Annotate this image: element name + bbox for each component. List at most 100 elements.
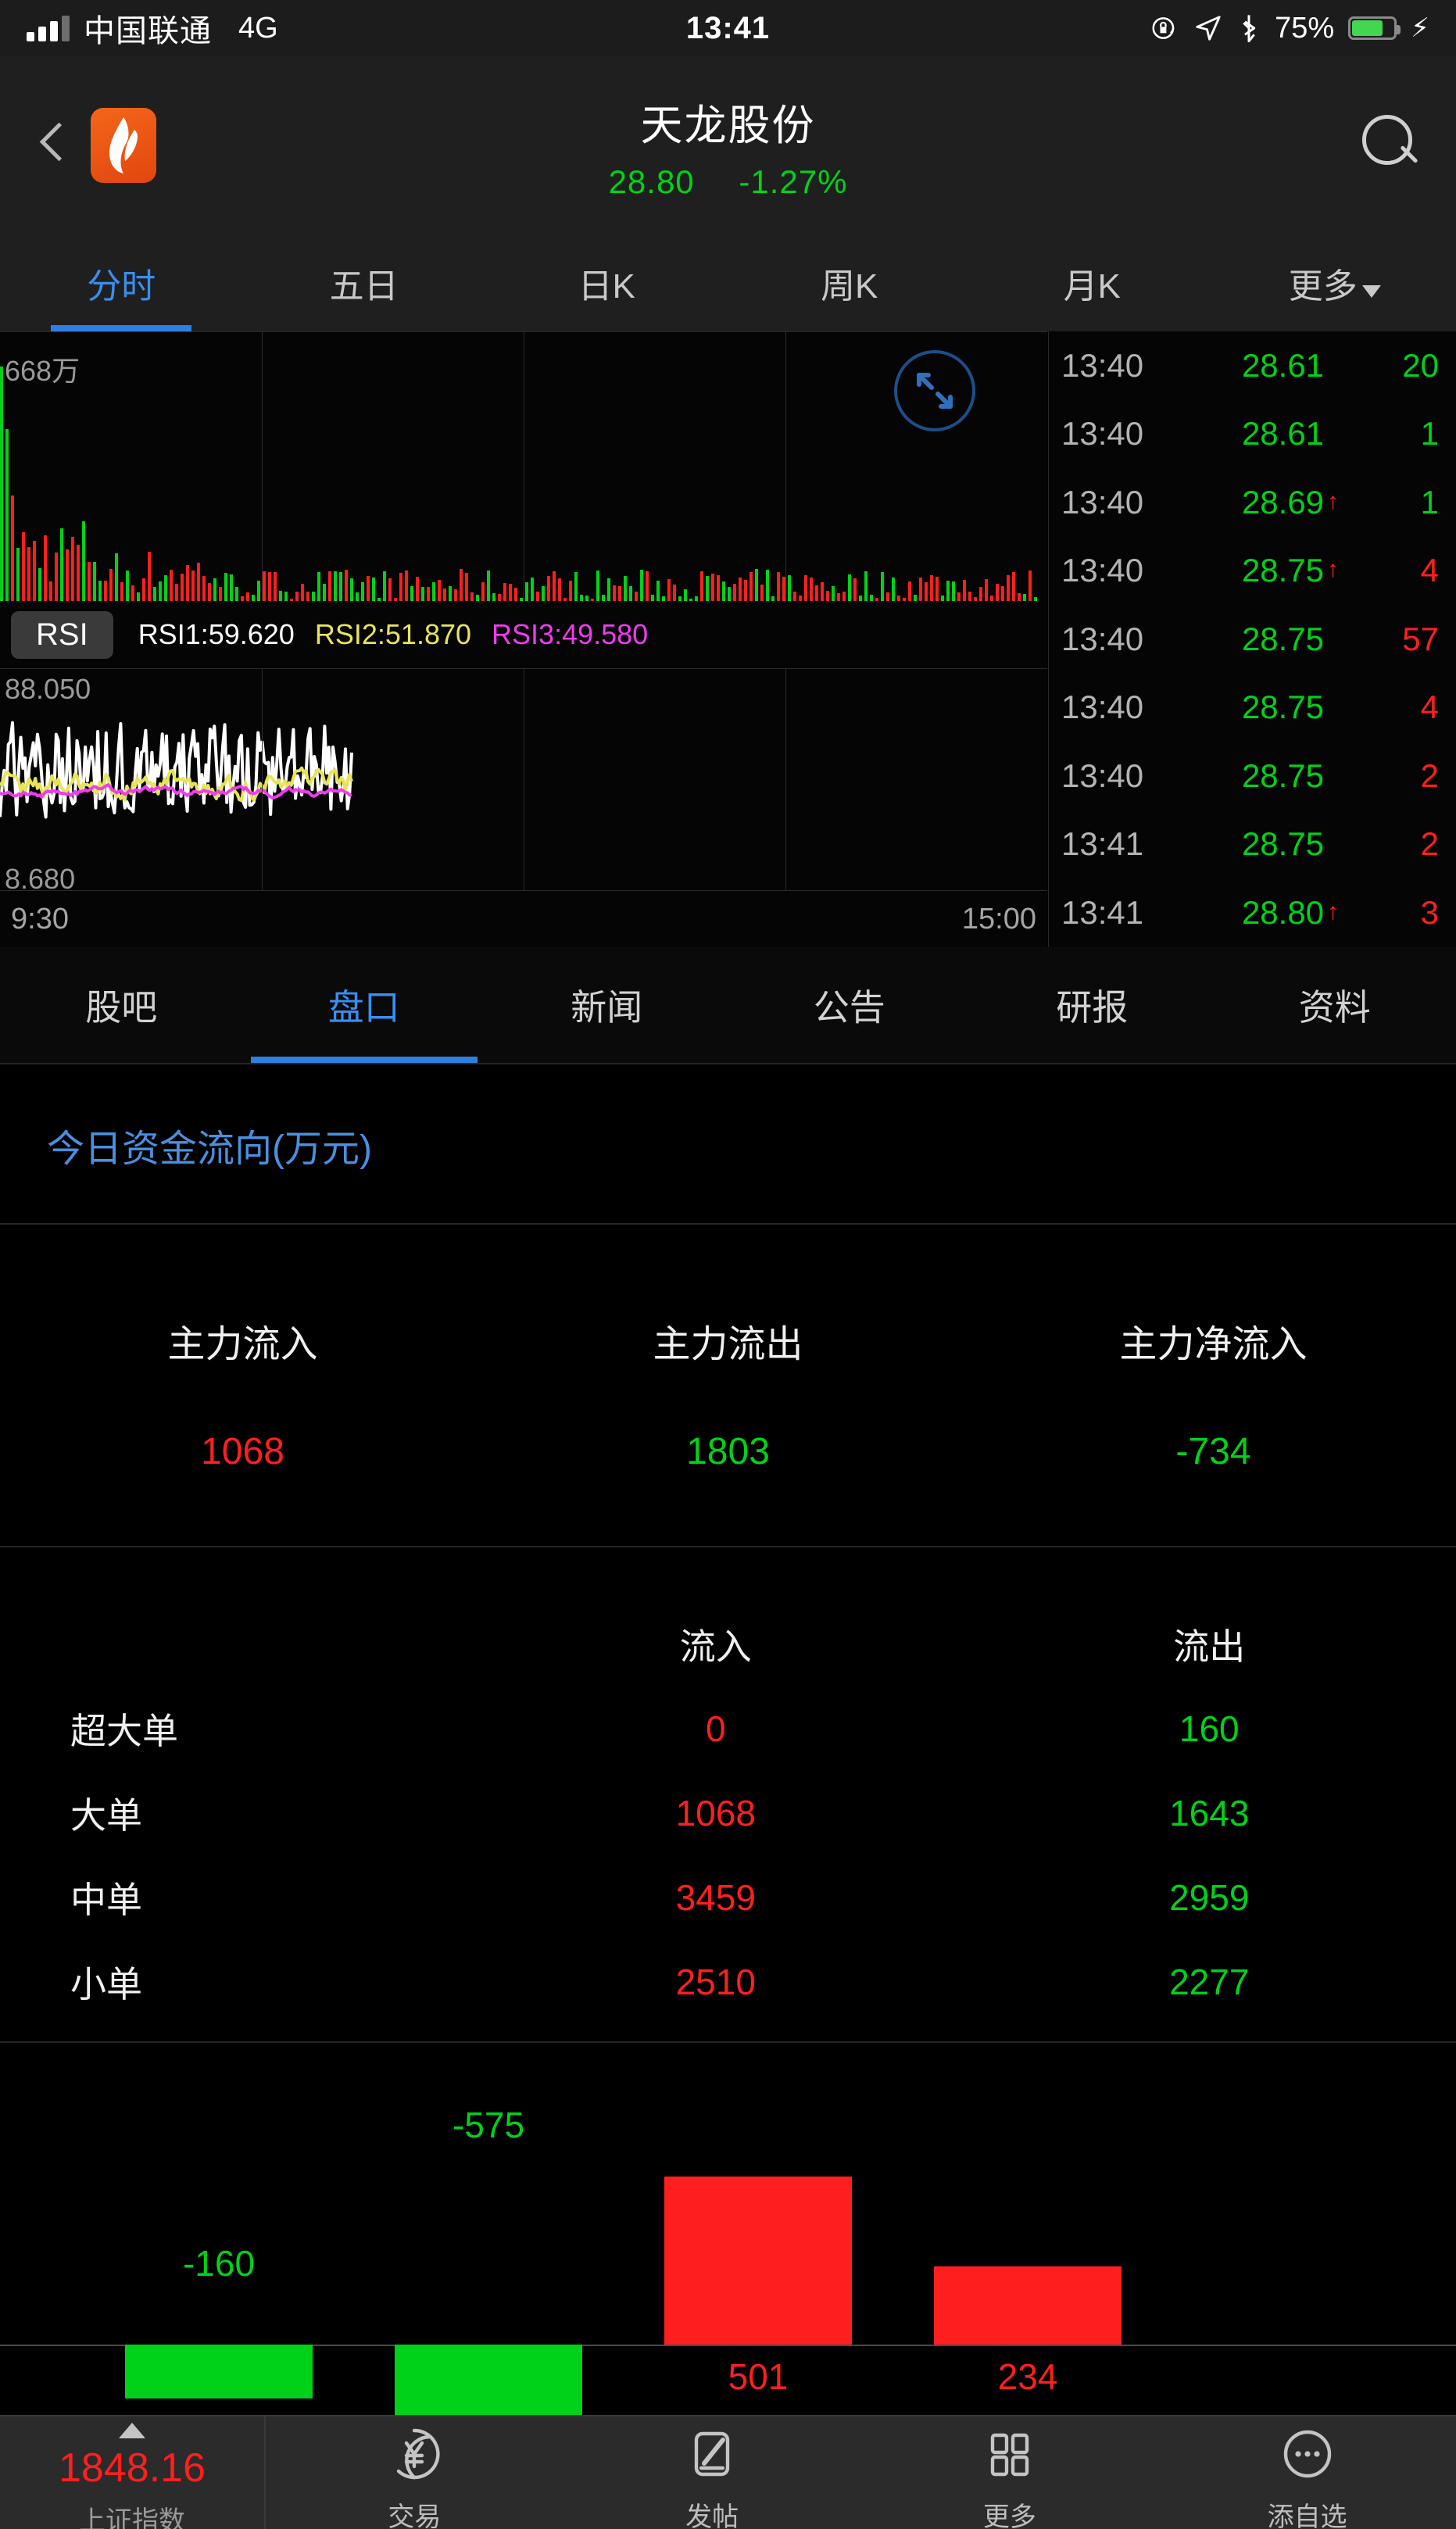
- signal-bars-icon: [27, 15, 70, 41]
- tab-5day[interactable]: 五日: [243, 234, 486, 331]
- tick-time: 13:40: [1061, 483, 1144, 520]
- zero-axis-line: [0, 2345, 1456, 2346]
- tick-volume: 4: [1420, 552, 1439, 589]
- tick-row: 13:41 28.80 ↑ 3: [1049, 878, 1456, 947]
- chart-area[interactable]: 668万 RSI RSI1:59.620 RSI2:51.870 RSI3:49…: [0, 331, 1047, 947]
- tick-row: 13:40 28.75 4: [1049, 674, 1456, 742]
- time-axis: 9:30 15:00: [0, 891, 1047, 947]
- tab-weekk[interactable]: 周K: [728, 234, 971, 331]
- toolbar-label: 发帖: [685, 2502, 739, 2529]
- bluetooth-icon: [1243, 15, 1256, 43]
- tick-price: 28.61: [1241, 346, 1325, 384]
- tick-time: 13:40: [1061, 689, 1144, 726]
- tab-research[interactable]: 研报: [971, 947, 1214, 1063]
- tab-news[interactable]: 新闻: [485, 947, 728, 1063]
- rotation-lock-icon: [1152, 17, 1175, 39]
- tick-price: 28.75: [1241, 757, 1325, 794]
- tick-row: 13:40 28.61 1: [1049, 400, 1456, 469]
- tick-volume: 4: [1420, 689, 1439, 726]
- toolbar-item-post[interactable]: 发帖: [563, 2416, 861, 2529]
- bottom-toolbar: 1848.16 上证指数 交易 发帖: [0, 2415, 1456, 2529]
- row-inflow: 3459: [675, 1877, 756, 1918]
- search-icon[interactable]: [1358, 112, 1425, 179]
- tab-label: 新闻: [571, 987, 643, 1028]
- tick-row: 13:40 28.61 20: [1049, 331, 1456, 400]
- table-row: 超大单 0 160: [0, 1687, 1456, 1771]
- tab-label: 公告: [813, 987, 885, 1028]
- bar-value-label: -575: [452, 2104, 525, 2145]
- toolbar-label: 添自选: [1267, 2502, 1347, 2529]
- trade-tick-list[interactable]: 13:40 28.61 20 13:40 28.61 1 13:40 28.69 ↑ 1 13:40…: [1048, 331, 1456, 947]
- tick-volume: 2: [1420, 757, 1439, 794]
- tab-monthk[interactable]: 月K: [971, 234, 1214, 331]
- volume-panel: 668万: [0, 331, 1047, 601]
- row-inflow: 2510: [675, 1962, 756, 2002]
- index-indicator[interactable]: 1848.16 上证指数: [0, 2416, 266, 2529]
- fund-flow-title: 今日资金流向(万元): [47, 1129, 372, 1170]
- row-label: 中单: [70, 1880, 142, 1920]
- tab-label: 更多: [1288, 267, 1358, 306]
- row-outflow: 160: [1179, 1708, 1240, 1749]
- rsi3-value: RSI3:49.580: [492, 618, 649, 650]
- rsi-badge[interactable]: RSI: [11, 610, 113, 659]
- tab-guba[interactable]: 股吧: [0, 947, 243, 1063]
- expand-icon[interactable]: [894, 350, 975, 431]
- toolbar-item-trade[interactable]: 交易: [266, 2416, 563, 2529]
- tick-price: 28.61: [1241, 415, 1325, 453]
- tick-volume: 57: [1402, 620, 1439, 657]
- tick-volume: 1: [1420, 415, 1439, 453]
- yen-circle-icon: [386, 2426, 442, 2486]
- bar: [125, 2345, 313, 2398]
- tick-row: 13:41 28.75 2: [1049, 810, 1456, 879]
- tab-more[interactable]: 更多: [1214, 234, 1456, 331]
- tab-label: 盘口: [327, 987, 400, 1028]
- app-logo-icon[interactable]: [91, 108, 156, 183]
- tick-price: 28.75: [1241, 689, 1325, 726]
- battery-percent-label: 75%: [1275, 11, 1335, 45]
- index-value: 1848.16: [59, 2445, 206, 2491]
- tab-fenshi[interactable]: 分时: [0, 234, 243, 331]
- status-bar: 中国联通 4G 13:41 75% ⚡: [0, 0, 1456, 56]
- bar-value-label: -160: [182, 2243, 256, 2284]
- bar: [934, 2266, 1122, 2345]
- tab-label: 五日: [329, 267, 399, 306]
- tab-label: 研报: [1056, 987, 1129, 1028]
- fund-flow-col-inflow: 主力流入 1068: [0, 1313, 485, 1540]
- tab-pankou[interactable]: 盘口: [243, 947, 486, 1063]
- tab-announcement[interactable]: 公告: [728, 947, 971, 1063]
- tick-time: 13:40: [1061, 415, 1144, 453]
- change-percent: -1.27%: [739, 163, 848, 200]
- tab-label: 股吧: [85, 987, 158, 1028]
- current-price: 28.80: [608, 163, 695, 200]
- row-outflow: 2277: [1169, 1962, 1250, 2002]
- col-label: 主力流出: [653, 1324, 803, 1365]
- toolbar-item-more[interactable]: 添自选: [1158, 2416, 1456, 2529]
- tick-time: 13:40: [1061, 346, 1144, 384]
- rsi-lines: [0, 721, 353, 819]
- volume-max-label: 668万: [5, 355, 80, 387]
- tab-dayk[interactable]: 日K: [485, 234, 728, 331]
- time-end-label: 15:00: [961, 902, 1036, 935]
- tick-price: 28.80 ↑: [1241, 893, 1340, 931]
- chevron-down-icon: [1361, 285, 1381, 298]
- tick-row: 13:40 28.75 ↑ 4: [1049, 537, 1456, 606]
- tick-time: 13:41: [1061, 893, 1144, 931]
- toolbar-item-grid[interactable]: 更多: [861, 2416, 1159, 2529]
- bar-value-label: 501: [728, 2356, 789, 2397]
- col-label: 主力净流入: [1119, 1324, 1308, 1365]
- time-start-label: 9:30: [11, 902, 69, 935]
- toolbar-label: 交易: [388, 2502, 442, 2529]
- more-dots-icon: [1279, 2426, 1336, 2486]
- rsi-axis-max: 88.050: [5, 673, 91, 705]
- back-button[interactable]: [31, 122, 78, 169]
- tab-profile[interactable]: 资料: [1214, 947, 1456, 1063]
- tick-row: 13:40 28.75 2: [1049, 742, 1456, 810]
- status-clock: 13:41: [685, 10, 771, 45]
- table-header-row: 流入 流出: [0, 1602, 1456, 1687]
- arrow-up-icon: ↑: [1327, 898, 1340, 925]
- tick-time: 13:40: [1061, 552, 1144, 589]
- tab-label: 月K: [1063, 267, 1121, 306]
- row-inflow: 1068: [675, 1793, 756, 1833]
- row-label: 大单: [70, 1795, 142, 1836]
- status-left: 中国联通 4G: [27, 5, 278, 51]
